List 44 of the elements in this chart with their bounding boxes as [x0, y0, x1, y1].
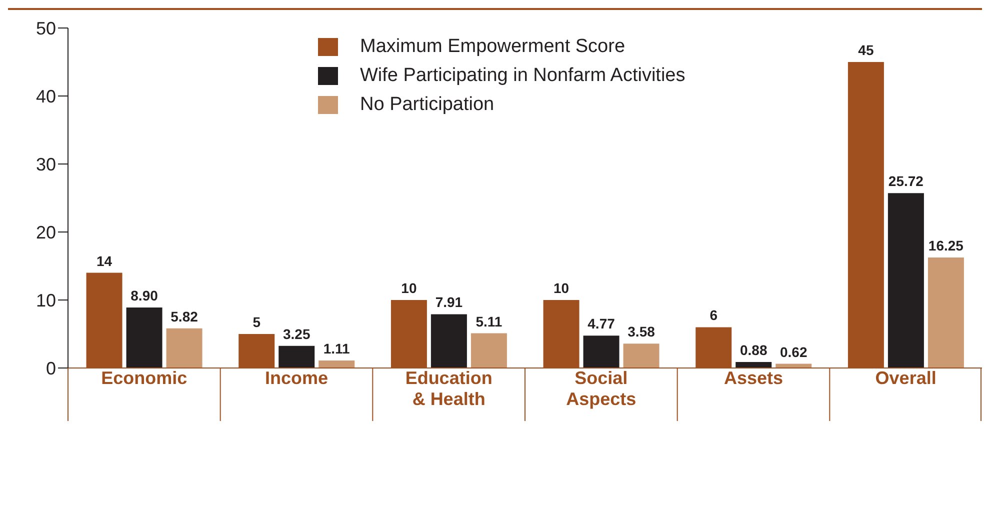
- data-label: 0.88: [740, 342, 768, 358]
- bar: [278, 346, 315, 368]
- bar: [166, 328, 202, 368]
- x-tick-label: Social Aspects: [566, 368, 636, 409]
- data-label: 5.82: [170, 308, 198, 324]
- data-label: 10: [553, 280, 570, 296]
- data-label: 25.72: [888, 173, 924, 190]
- data-label: 16.25: [928, 238, 964, 254]
- data-label: 5: [252, 314, 261, 330]
- x-tick-label: Economic: [101, 368, 188, 388]
- bar: [888, 193, 924, 368]
- legend-label: Maximum Empowerment Score: [360, 36, 626, 58]
- bar: [126, 307, 162, 368]
- data-label: 7.91: [435, 294, 463, 310]
- data-label: 14: [96, 252, 112, 269]
- y-tick-label: 20: [36, 222, 56, 242]
- data-label: 0.62: [780, 344, 808, 360]
- data-label: 4.77: [588, 316, 616, 332]
- x-tick-label: Overall: [875, 368, 936, 388]
- bar: [318, 360, 355, 368]
- data-label: 6: [710, 307, 718, 324]
- y-tick-label: 10: [36, 290, 56, 310]
- data-label: 10: [401, 280, 417, 296]
- bar: [928, 258, 964, 368]
- y-tick-label: 50: [36, 18, 56, 38]
- y-tick-label: 0: [46, 358, 56, 378]
- x-tick-label: Income: [264, 368, 328, 388]
- data-label: 5.11: [476, 313, 502, 330]
- legend-label: No Participation: [360, 94, 494, 116]
- legend-label: Wife Participating in Nonfarm Activities: [360, 64, 686, 86]
- data-label: 3.25: [282, 326, 310, 342]
- y-tick-label: 40: [36, 86, 56, 106]
- data-label: 1.11: [323, 340, 350, 356]
- data-label: 3.58: [628, 324, 656, 340]
- x-tick-label: Education & Health: [405, 368, 492, 409]
- data-label: 8.90: [130, 287, 158, 304]
- y-tick-label: 30: [36, 154, 56, 174]
- bar: [470, 333, 507, 368]
- data-label: 45: [858, 42, 874, 58]
- bar: [430, 314, 467, 368]
- bar: [623, 344, 660, 368]
- bar: [583, 336, 620, 368]
- x-tick-label: Assets: [724, 368, 784, 388]
- bar: [736, 362, 772, 368]
